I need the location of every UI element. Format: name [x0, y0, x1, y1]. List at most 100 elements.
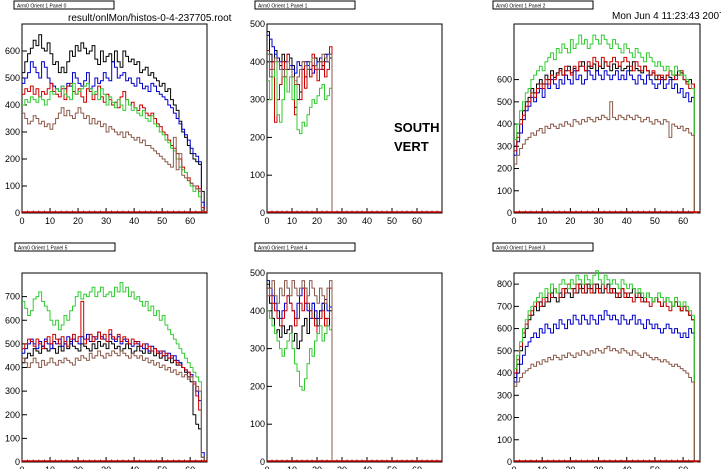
x-tick-label: 60 — [678, 216, 688, 226]
series-green — [514, 34, 698, 214]
y-tick-label: 600 — [5, 315, 20, 325]
y-tick-label: 200 — [5, 154, 20, 164]
x-tick-label: 0 — [19, 465, 24, 469]
y-tick-label: 600 — [497, 324, 512, 334]
y-tick-label: 0 — [260, 208, 265, 218]
x-tick-label: 60 — [185, 216, 195, 226]
x-tick-label: 40 — [129, 216, 139, 226]
x-tick-label: 60 — [412, 465, 422, 469]
y-tick-label: 300 — [5, 127, 20, 137]
chart-title: Arm0 Orient 1 Panel 1 — [258, 4, 308, 10]
x-tick-label: 30 — [594, 465, 604, 469]
x-tick-label: 50 — [157, 465, 167, 469]
x-tick-label: 20 — [73, 465, 83, 469]
y-tick-label: 700 — [497, 301, 512, 311]
chart-title: Arm0 Orient 1 Panel 4 — [258, 246, 308, 252]
plot-frame — [266, 23, 443, 214]
chart-panel-2: Arm0 Orient 1 Panel 20 10 20 30 40 50 60010020… — [492, 0, 701, 226]
chart-panel-5: Arm0 Orient 1 Panel 30102030405060010020… — [492, 242, 701, 469]
x-tick-label: 20 — [312, 465, 322, 469]
x-tick-label: 40 — [129, 465, 139, 469]
series-red — [514, 283, 698, 463]
y-tick-label: 200 — [250, 132, 265, 142]
y-tick-label: 0 — [15, 208, 20, 218]
series-brown — [22, 350, 205, 462]
chart-title-box — [13, 0, 115, 10]
y-tick-label: 300 — [250, 344, 265, 354]
y-tick-label: 400 — [5, 363, 20, 373]
x-tick-label: 10 — [537, 465, 547, 469]
series-green — [267, 61, 333, 213]
chart-panel-3: Arm0 Orient 1 Panel 50102030405060010020… — [5, 242, 208, 469]
chart-title-box — [254, 0, 356, 10]
y-tick-label: 100 — [497, 186, 512, 196]
y-tick-label: 300 — [497, 390, 512, 400]
x-tick-label: 50 — [650, 216, 660, 226]
series-brown — [267, 53, 333, 213]
y-tick-label: 0 — [507, 208, 512, 218]
y-tick-label: 800 — [497, 279, 512, 289]
series-red — [22, 300, 205, 462]
series-red — [267, 46, 333, 213]
x-tick-label: 60 — [185, 465, 195, 469]
y-tick-label: 0 — [507, 457, 512, 467]
x-tick-label: 30 — [594, 216, 604, 226]
x-tick-label: 10 — [537, 216, 547, 226]
y-tick-label: 500 — [5, 339, 20, 349]
x-tick-label: 20 — [312, 216, 322, 226]
x-tick-label: 20 — [565, 216, 575, 226]
plot-frame — [513, 272, 701, 463]
plot-frame — [21, 272, 208, 463]
x-tick-label: 10 — [287, 465, 297, 469]
series-blue — [514, 70, 698, 214]
chart-title: Arm0 Orient 1 Panel 0 — [17, 4, 67, 10]
file-label: result/onlMon/histos-0-4-237705.root — [68, 13, 232, 24]
series-green — [22, 282, 205, 462]
plot-frame — [266, 272, 443, 463]
x-tick-label: 0 — [19, 216, 24, 226]
y-tick-label: 500 — [497, 97, 512, 107]
series-brown — [267, 280, 333, 462]
chart-title: Arm0 Orient 1 Panel 2 — [496, 4, 546, 10]
y-tick-label: 100 — [250, 170, 265, 180]
x-tick-label: 0 — [511, 216, 516, 226]
y-tick-label: 100 — [497, 435, 512, 445]
y-tick-label: 300 — [497, 141, 512, 151]
y-tick-label: 700 — [5, 292, 20, 302]
y-tick-label: 400 — [250, 306, 265, 316]
x-tick-label: 40 — [622, 465, 632, 469]
plot-frame — [513, 23, 701, 214]
x-tick-label: 10 — [45, 216, 55, 226]
annotation-vert: VERT — [394, 139, 429, 154]
y-tick-label: 500 — [5, 73, 20, 83]
y-tick-label: 0 — [260, 457, 265, 467]
series-blue — [267, 34, 333, 213]
y-tick-label: 400 — [497, 119, 512, 129]
y-tick-label: 500 — [497, 346, 512, 356]
series-blue — [22, 331, 205, 462]
x-tick-label: 50 — [650, 465, 660, 469]
y-tick-label: 300 — [250, 95, 265, 105]
series-brown — [514, 345, 698, 463]
y-tick-label: 600 — [497, 75, 512, 85]
x-tick-label: 0 — [264, 216, 269, 226]
chart-title-box — [492, 0, 594, 10]
series-green — [267, 310, 333, 462]
series-blue — [514, 310, 698, 463]
x-tick-label: 10 — [287, 216, 297, 226]
plot-frame — [21, 23, 208, 214]
annotation-south: SOUTH — [394, 120, 440, 135]
x-tick-label: 0 — [511, 465, 516, 469]
y-tick-label: 500 — [250, 268, 265, 278]
y-tick-label: 400 — [250, 57, 265, 67]
x-tick-label: 60 — [678, 465, 688, 469]
series-red — [22, 82, 205, 213]
timestamp: Mon Jun 4 11:23:43 2007 — [612, 11, 721, 22]
series-black — [22, 341, 205, 462]
series-blue — [22, 61, 205, 213]
series-green — [514, 270, 698, 463]
chart-panel-0: Arm0 Orient 1 Panel 00 10 20 30 40 50 60010020… — [5, 0, 208, 226]
y-tick-label: 200 — [250, 381, 265, 391]
x-tick-label: 20 — [565, 465, 575, 469]
